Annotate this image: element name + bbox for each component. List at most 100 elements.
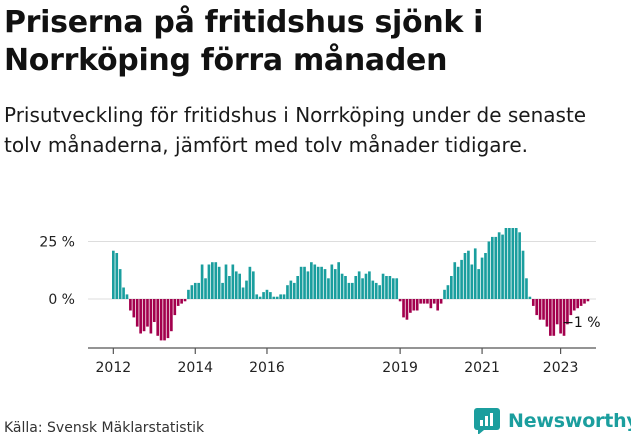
bar (463, 253, 467, 299)
bar (429, 299, 433, 309)
brand-name: Newsworthy (508, 410, 631, 432)
bar (163, 299, 166, 341)
bar (374, 282, 378, 299)
bar (286, 285, 289, 299)
bar (395, 278, 399, 299)
bar (484, 253, 487, 299)
bar (354, 276, 358, 299)
bar (296, 276, 300, 299)
bar (549, 299, 552, 336)
bar (477, 269, 480, 299)
bar (214, 262, 218, 299)
bar (204, 278, 207, 299)
bar (559, 299, 562, 334)
bar (566, 299, 569, 325)
bar (494, 236, 498, 299)
bar (378, 285, 381, 299)
bar (289, 280, 293, 299)
bar (480, 257, 484, 299)
bar (139, 299, 142, 334)
chart-subtitle: Prisutveckling för fritidshus i Norrköpi… (4, 103, 587, 157)
bar (197, 282, 201, 299)
bar (460, 259, 463, 299)
bar (473, 248, 477, 299)
bar (245, 280, 248, 299)
bar (251, 271, 255, 299)
bar (125, 294, 129, 299)
bar-chart: 0 % 25 % 2012 2014 2016 2019 2021 2023 −1 % (39, 228, 601, 376)
y-tick-label: 0 % (48, 292, 75, 308)
bar (508, 228, 511, 299)
bar (371, 280, 375, 299)
bar (446, 285, 450, 299)
bar (351, 282, 354, 299)
bar (368, 271, 371, 299)
bar (501, 234, 504, 299)
bar (292, 282, 296, 299)
bar (176, 299, 180, 306)
bar (583, 299, 586, 304)
bar (436, 299, 440, 311)
bar (432, 299, 436, 304)
bar (316, 266, 320, 299)
bar (262, 292, 265, 299)
bar (142, 299, 146, 332)
bar (398, 299, 402, 302)
bar (385, 276, 388, 299)
x-tick-label: 2012 (96, 360, 132, 376)
bar (415, 299, 419, 311)
bar (152, 299, 156, 322)
bar (193, 282, 197, 299)
bar (122, 287, 125, 299)
bar (170, 299, 173, 332)
bar (217, 266, 221, 299)
bar (166, 299, 170, 339)
bar (504, 228, 508, 299)
bar (405, 299, 409, 320)
bar (187, 289, 190, 299)
bar (224, 264, 228, 299)
bar (443, 289, 446, 299)
bar (207, 264, 211, 299)
bar (258, 296, 262, 299)
bar (572, 299, 576, 311)
x-tick-label: 2016 (249, 360, 285, 376)
bar (282, 294, 286, 299)
bar (234, 271, 238, 299)
bar (361, 278, 364, 299)
bar (497, 232, 501, 299)
x-tick-label: 2023 (543, 360, 579, 376)
y-tick-label: 25 % (39, 235, 75, 251)
bar (419, 299, 422, 304)
bar (323, 269, 327, 299)
bar (333, 269, 337, 299)
x-tick-label: 2021 (464, 360, 500, 376)
bar (552, 299, 556, 336)
bar (313, 264, 317, 299)
bar (330, 264, 334, 299)
bar (269, 292, 272, 299)
bar (299, 266, 303, 299)
bar (146, 299, 149, 327)
bar (320, 266, 323, 299)
bar (156, 299, 160, 336)
bar (391, 278, 395, 299)
bar (409, 299, 412, 313)
bar (487, 241, 491, 299)
bar (190, 285, 194, 299)
bar (586, 299, 590, 302)
bar (364, 273, 368, 299)
bar (129, 299, 132, 311)
bar (542, 299, 545, 320)
bar (535, 299, 539, 316)
bar (528, 296, 532, 299)
bar (211, 262, 214, 299)
bar (221, 282, 224, 299)
bar (337, 262, 340, 299)
bar (275, 296, 279, 299)
bar (381, 273, 385, 299)
bar (453, 262, 457, 299)
last-value-label: −1 % (562, 315, 600, 331)
bar (538, 299, 542, 320)
bar (238, 273, 241, 299)
